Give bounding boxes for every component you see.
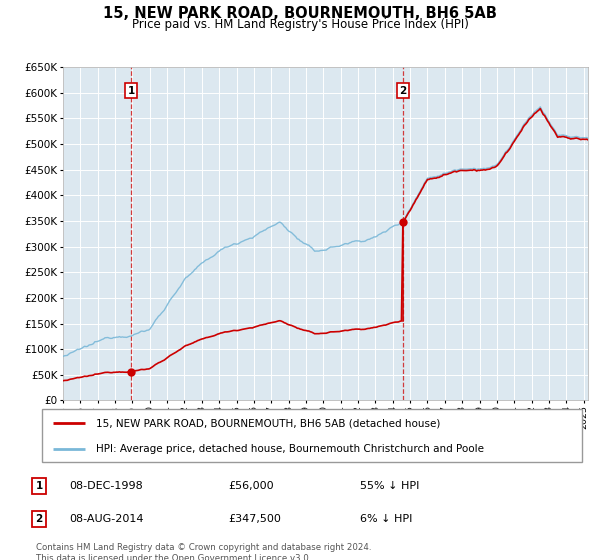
Text: 08-AUG-2014: 08-AUG-2014 xyxy=(69,515,143,524)
Text: 2: 2 xyxy=(399,86,406,96)
Text: Contains HM Land Registry data © Crown copyright and database right 2024.
This d: Contains HM Land Registry data © Crown c… xyxy=(36,543,371,560)
Text: 2: 2 xyxy=(35,515,43,524)
Text: 55% ↓ HPI: 55% ↓ HPI xyxy=(360,481,419,491)
FancyBboxPatch shape xyxy=(42,409,582,462)
Text: 15, NEW PARK ROAD, BOURNEMOUTH, BH6 5AB (detached house): 15, NEW PARK ROAD, BOURNEMOUTH, BH6 5AB … xyxy=(96,418,440,428)
Text: 08-DEC-1998: 08-DEC-1998 xyxy=(69,481,143,491)
Text: £56,000: £56,000 xyxy=(228,481,274,491)
Text: 1: 1 xyxy=(35,481,43,491)
Text: 6% ↓ HPI: 6% ↓ HPI xyxy=(360,515,412,524)
Text: HPI: Average price, detached house, Bournemouth Christchurch and Poole: HPI: Average price, detached house, Bour… xyxy=(96,444,484,454)
Text: Price paid vs. HM Land Registry's House Price Index (HPI): Price paid vs. HM Land Registry's House … xyxy=(131,18,469,31)
Text: 1: 1 xyxy=(127,86,134,96)
Text: £347,500: £347,500 xyxy=(228,515,281,524)
Text: 15, NEW PARK ROAD, BOURNEMOUTH, BH6 5AB: 15, NEW PARK ROAD, BOURNEMOUTH, BH6 5AB xyxy=(103,6,497,21)
